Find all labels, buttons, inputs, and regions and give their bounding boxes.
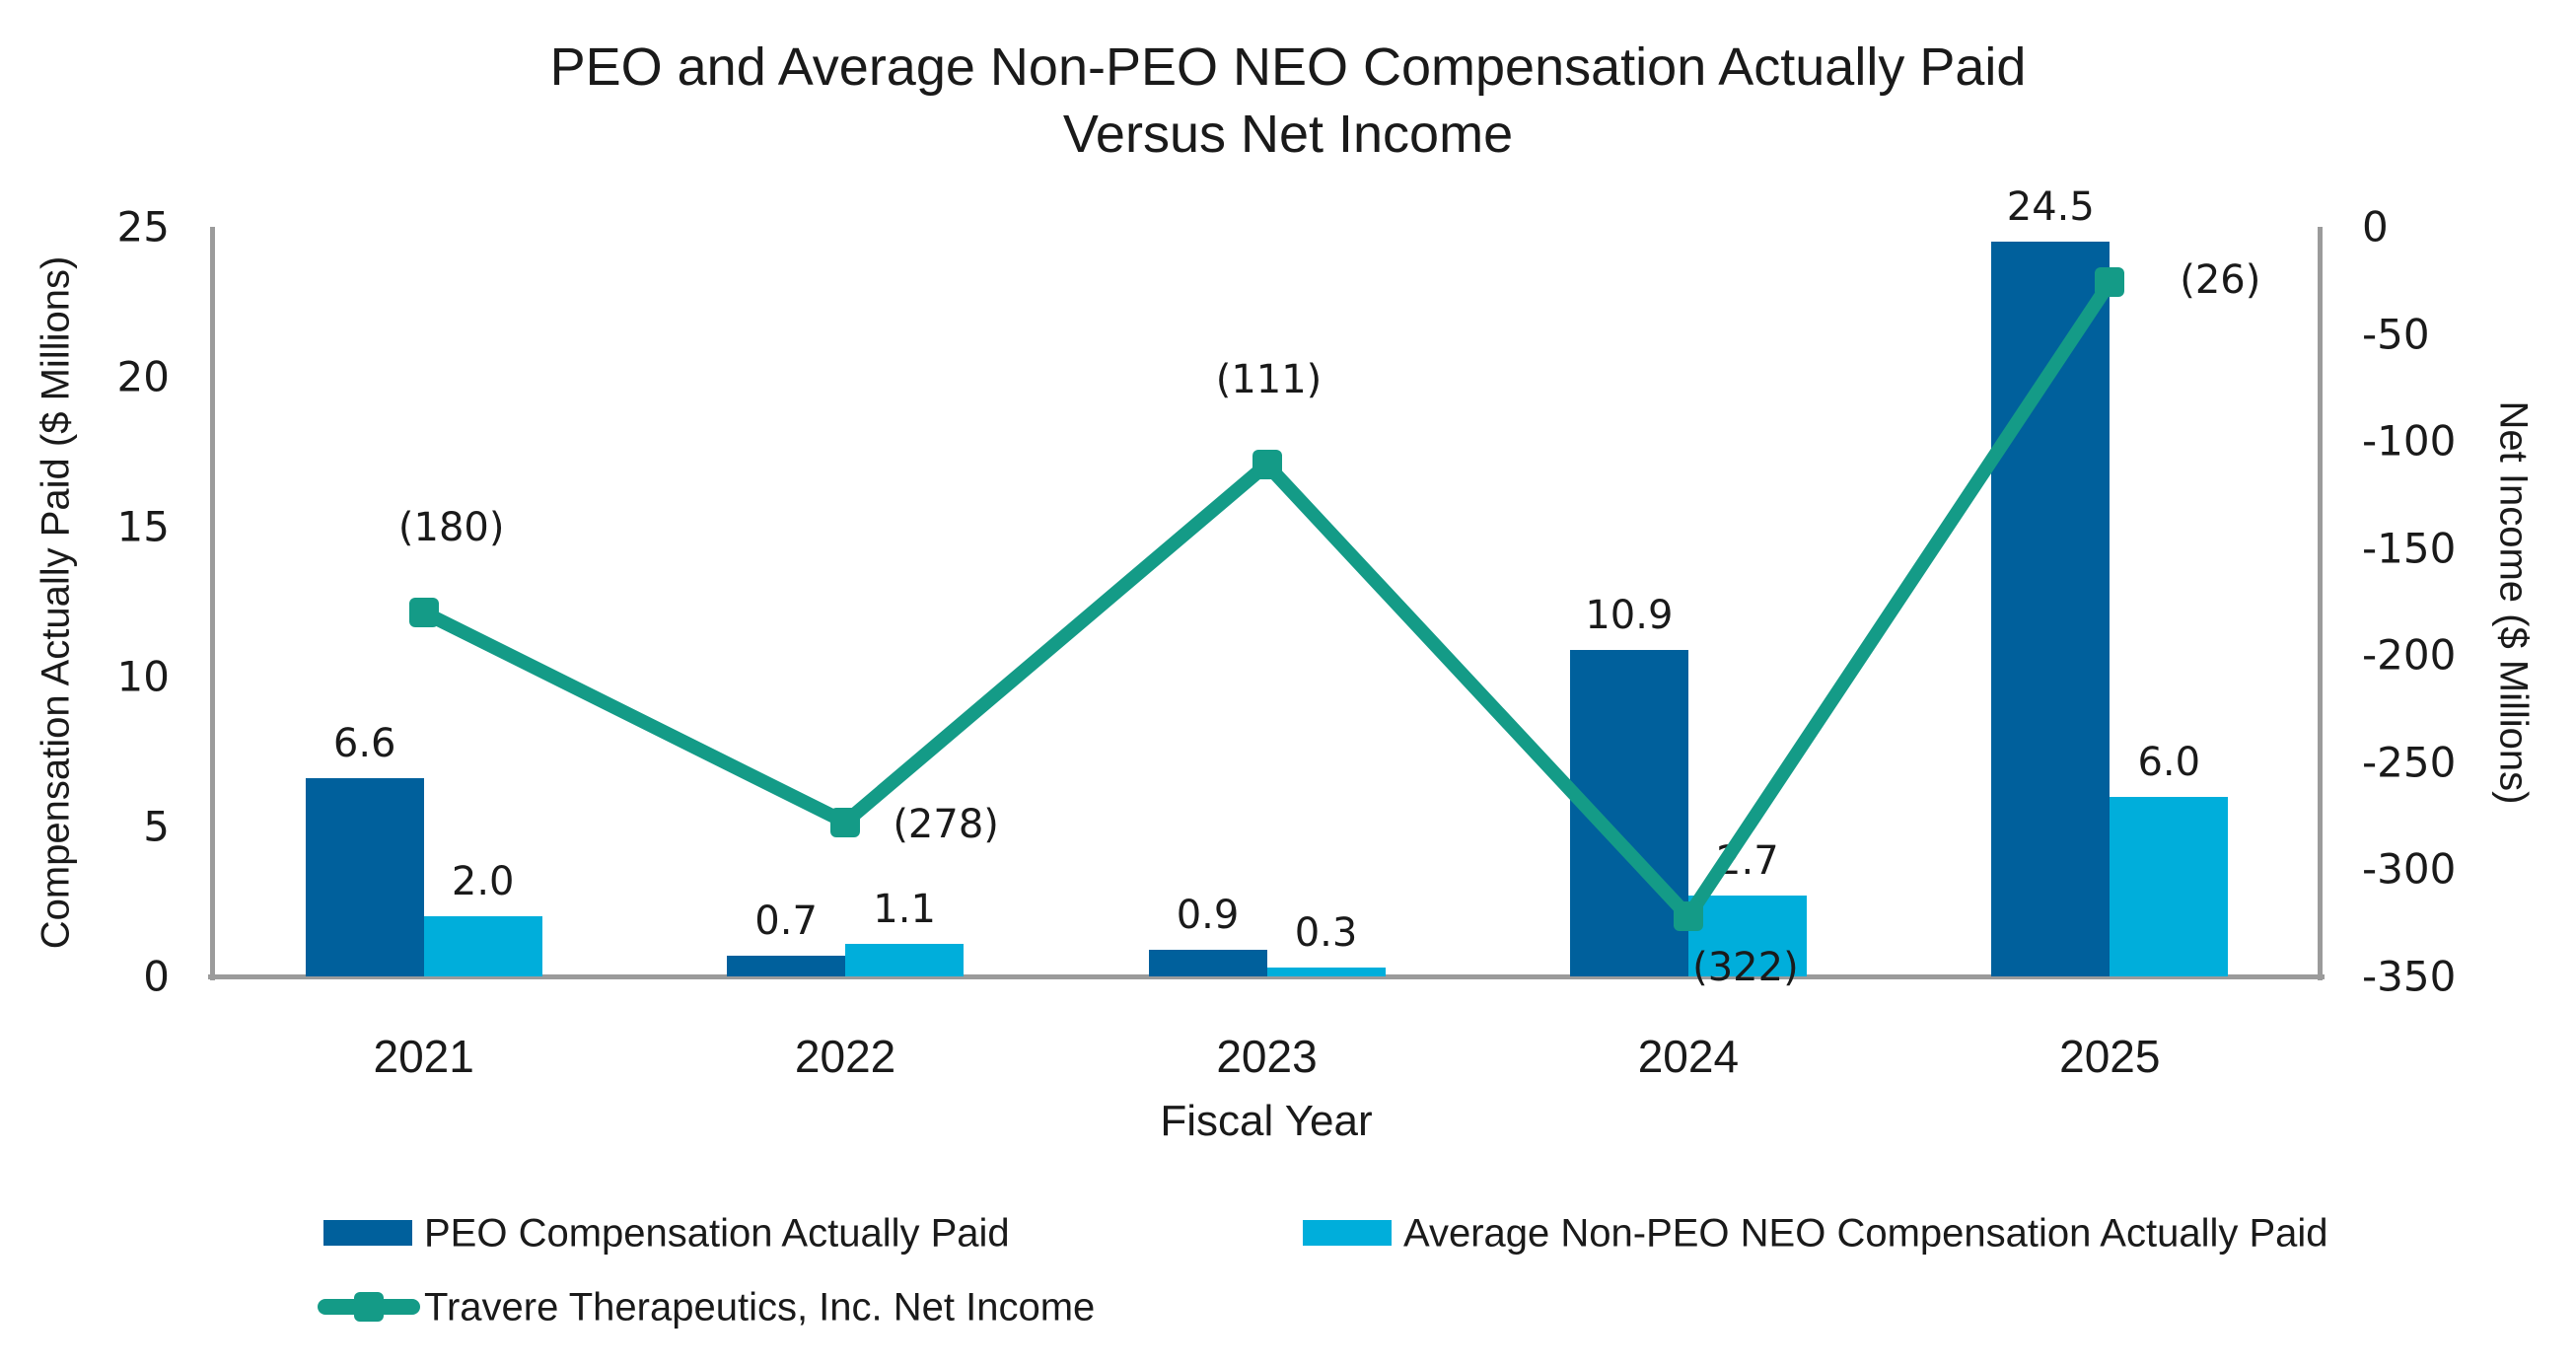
right-axis-tick--250: -250	[2362, 738, 2457, 787]
x-axis-line	[208, 974, 2325, 979]
net-income-marker-2022	[830, 807, 861, 837]
x-tick-2023: 2023	[1216, 1031, 1318, 1082]
right-axis-tick--350: -350	[2362, 952, 2457, 1001]
x-axis-title: Fiscal Year	[1160, 1097, 1373, 1145]
net-income-label-2022: (278)	[893, 801, 999, 847]
bar-peo-2023	[1148, 949, 1267, 976]
bar-peo-2025	[1991, 242, 2111, 976]
left-axis-tick-25: 25	[116, 202, 170, 252]
left-axis-tick-10: 10	[116, 652, 170, 701]
bar-peo-2024	[1569, 649, 1688, 976]
bar-label-nonpeo-2023: 0.3	[1294, 909, 1358, 956]
left-axis-tick-0: 0	[143, 952, 170, 1001]
net-income-label-2024: (322)	[1692, 945, 1799, 991]
left-axis-tick-5: 5	[143, 802, 170, 851]
right-axis-title: Net Income ($ Millions)	[2491, 400, 2536, 805]
x-tick-2024: 2024	[1637, 1031, 1740, 1082]
net-income-marker-2024	[1673, 901, 1703, 932]
left-axis-line	[210, 227, 215, 980]
bar-peo-2022	[727, 955, 846, 976]
x-tick-2021: 2021	[373, 1031, 474, 1082]
right-axis-tick--150: -150	[2362, 524, 2457, 573]
legend-label-peo: PEO Compensation Actually Paid	[424, 1211, 1010, 1256]
bar-peo-2021	[305, 778, 424, 976]
net-income-label-2023: (111)	[1215, 357, 1323, 403]
bar-label-nonpeo-2024: 2.7	[1716, 837, 1779, 884]
legend-label-nonpeo: Average Non-PEO NEO Compensation Actuall…	[1403, 1211, 2328, 1256]
bar-label-nonpeo-2021: 2.0	[451, 859, 515, 905]
legend-swatch-nonpeo	[1303, 1220, 1392, 1246]
left-axis-tick-15: 15	[116, 502, 170, 551]
x-tick-2022: 2022	[794, 1031, 896, 1082]
bar-label-peo-2023: 0.9	[1176, 892, 1240, 938]
legend-swatch-peo	[323, 1220, 412, 1246]
bar-label-peo-2021: 6.6	[332, 721, 396, 767]
bar-label-peo-2024: 10.9	[1585, 592, 1674, 638]
bar-label-nonpeo-2022: 1.1	[873, 886, 936, 932]
bar-nonpeo-2021	[423, 916, 542, 976]
bar-nonpeo-2023	[1266, 967, 1386, 976]
bar-label-nonpeo-2025: 6.0	[2137, 739, 2201, 785]
left-axis-tick-20: 20	[116, 352, 170, 401]
bar-label-peo-2025: 24.5	[2006, 184, 2095, 231]
right-axis-line	[2318, 227, 2323, 980]
bar-label-peo-2022: 0.7	[754, 898, 818, 944]
net-income-label-2025: (26)	[2180, 257, 2261, 304]
legend-label-net-income: Travere Therapeutics, Inc. Net Income	[424, 1285, 1096, 1330]
chart-title-line2: Versus Net Income	[1062, 105, 1514, 164]
chart-title-line1: PEO and Average Non-PEO NEO Compensation…	[549, 37, 2027, 97]
bar-nonpeo-2022	[845, 943, 965, 976]
x-tick-2025: 2025	[2059, 1031, 2161, 1082]
right-axis-tick--100: -100	[2362, 416, 2457, 466]
net-income-label-2021: (180)	[397, 504, 505, 550]
right-axis-tick-0: 0	[2362, 202, 2389, 252]
right-axis-tick--50: -50	[2362, 310, 2430, 359]
net-income-marker-2023	[1252, 450, 1282, 480]
net-income-marker-2025	[2095, 267, 2125, 298]
net-income-marker-2021	[408, 597, 439, 627]
right-axis-tick--200: -200	[2362, 630, 2457, 680]
bar-nonpeo-2025	[2110, 796, 2229, 976]
legend-marker-net-income	[354, 1292, 384, 1322]
right-axis-tick--300: -300	[2362, 844, 2457, 894]
